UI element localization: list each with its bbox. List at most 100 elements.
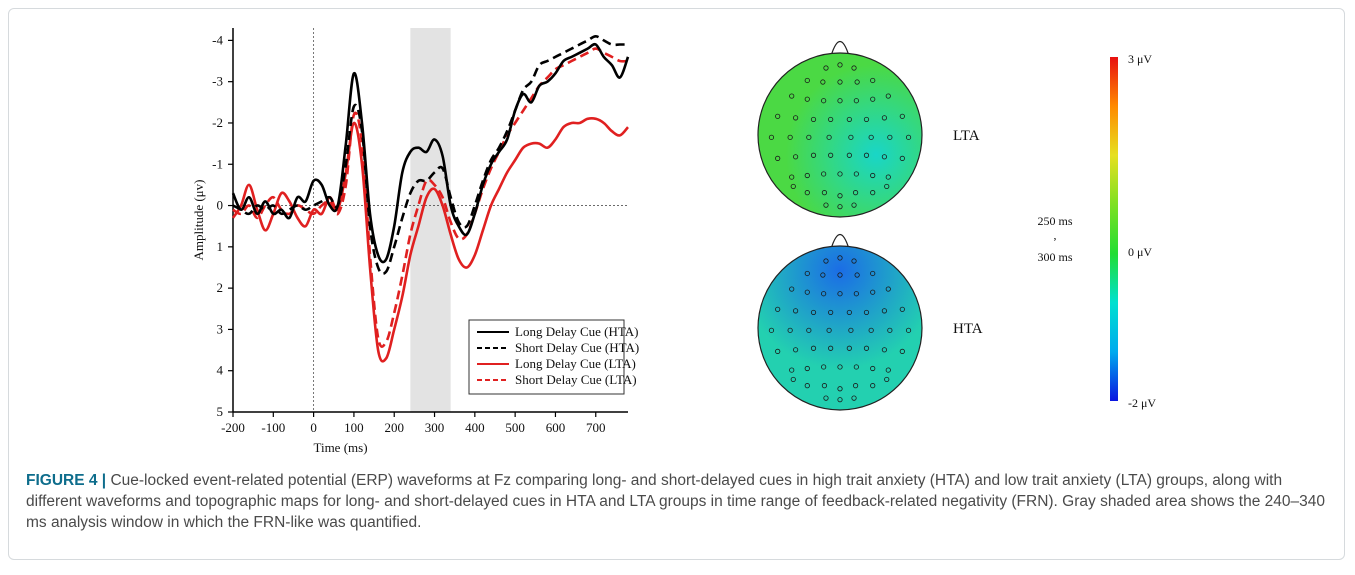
- electrode-marker: [885, 286, 891, 292]
- electrode-marker: [828, 345, 834, 351]
- electrode-marker: [868, 327, 874, 333]
- electrode-marker: [837, 291, 843, 297]
- x-tick-label: 700: [586, 420, 606, 435]
- electrode-marker: [887, 327, 893, 333]
- electrode-marker: [768, 327, 775, 333]
- electrode-marker: [905, 327, 912, 333]
- electrode-marker: [837, 272, 843, 278]
- electrode-marker: [899, 306, 905, 312]
- electrode-marker: [887, 134, 893, 140]
- caption-text: Cue-locked event-related potential (ERP)…: [26, 472, 1325, 531]
- electrode-marker: [853, 98, 859, 104]
- electrode-marker: [852, 383, 859, 389]
- electrode-marker: [870, 96, 876, 102]
- time-window-start: 250 ms: [1037, 214, 1072, 228]
- electrode-marker: [826, 327, 832, 333]
- series-line-long-delay-cue-lta: [231, 117, 629, 363]
- scalp-map-hta: [757, 245, 923, 411]
- electrode-marker: [810, 152, 817, 158]
- electrode-marker: [851, 395, 857, 401]
- y-tick-label: -4: [212, 32, 223, 47]
- electrode-marker: [828, 309, 834, 316]
- electrode-marker: [846, 116, 852, 123]
- y-tick-label: 2: [217, 280, 224, 295]
- y-tick-label: 0: [217, 198, 224, 213]
- electrode-marker: [804, 365, 810, 372]
- electrode-marker: [870, 77, 876, 84]
- electrode-marker: [828, 116, 834, 123]
- x-tick-label: 400: [465, 420, 485, 435]
- electrode-marker: [790, 376, 796, 383]
- electrode-marker: [823, 395, 829, 401]
- legend-label: Long Delay Cue (HTA): [515, 324, 639, 339]
- electrode-marker: [837, 204, 843, 210]
- electrode-marker: [821, 383, 828, 389]
- electrode-marker: [870, 383, 876, 389]
- electrode-marker: [789, 286, 795, 292]
- electrode-marker: [792, 115, 799, 121]
- legend-label: Short Delay Cue (HTA): [515, 340, 639, 355]
- electrode-marker: [804, 190, 810, 196]
- electrode-marker: [870, 270, 876, 277]
- electrode-marker: [792, 347, 799, 353]
- electrode-marker: [848, 134, 854, 140]
- figure-frame: [8, 8, 1345, 560]
- x-tick-label: 100: [344, 420, 364, 435]
- electrode-marker: [806, 327, 812, 333]
- electrode-marker: [837, 193, 843, 199]
- x-tick-label: 600: [546, 420, 566, 435]
- legend-label: Short Delay Cue (LTA): [515, 372, 637, 387]
- y-tick-label: -2: [212, 115, 223, 130]
- series-line-short-delay-cue-lta: [232, 47, 629, 348]
- electrode-marker: [885, 367, 891, 373]
- electrode-marker: [837, 79, 843, 85]
- electrode-marker: [851, 65, 857, 71]
- chart-legend: Long Delay Cue (HTA)Short Delay Cue (HTA…: [468, 319, 639, 395]
- time-window-end: 300 ms: [1037, 250, 1072, 264]
- x-tick-label: 0: [310, 420, 317, 435]
- electrode-marker: [851, 202, 857, 208]
- electrode-marker: [775, 306, 781, 312]
- electrode-marker: [821, 364, 827, 370]
- electrode-marker: [828, 152, 834, 158]
- topographic-maps: LTA HTA 250 ms, 300 ms 3 μV 0 μV -2 μV: [757, 40, 1156, 411]
- electrode-marker: [885, 93, 891, 99]
- electrode-marker: [881, 308, 888, 314]
- electrode-marker: [837, 364, 843, 370]
- electrode-marker: [820, 79, 826, 85]
- figure-caption: FIGURE 4 | Cue-locked event-related pote…: [26, 470, 1331, 533]
- electrode-marker: [863, 152, 870, 158]
- y-tick-label: -3: [212, 74, 223, 89]
- x-tick-label: -200: [221, 420, 245, 435]
- group-label-lta: LTA: [953, 128, 980, 144]
- x-tick-label: -100: [261, 420, 285, 435]
- colorbar-max-label: 3 μV: [1128, 52, 1152, 66]
- electrode-marker: [853, 171, 859, 177]
- electrode-marker: [881, 115, 888, 121]
- electrode-marker: [804, 172, 810, 179]
- electrode-marker: [881, 347, 888, 353]
- electrode-marker: [806, 134, 812, 140]
- electrode-marker: [804, 270, 810, 277]
- electrode-marker: [885, 174, 891, 180]
- colorbar: [1110, 57, 1118, 401]
- electrode-marker: [870, 190, 876, 196]
- electrode-marker: [852, 190, 859, 196]
- electrode-marker: [826, 134, 832, 140]
- electrode-marker: [790, 183, 796, 190]
- x-axis-label: Time (ms): [313, 440, 367, 455]
- electrode-marker: [868, 134, 874, 140]
- electrode-marker: [870, 365, 876, 372]
- electrode-marker: [821, 98, 827, 104]
- colorbar-mid-label: 0 μV: [1128, 245, 1152, 259]
- electrode-marker: [837, 386, 843, 392]
- x-tick-label: 200: [384, 420, 404, 435]
- electrode-marker: [775, 348, 781, 354]
- electrode-marker: [804, 77, 810, 84]
- electrode-marker: [837, 171, 843, 177]
- y-tick-label: 5: [217, 404, 224, 419]
- electrode-marker: [884, 183, 890, 190]
- electrode-marker: [810, 309, 817, 316]
- time-window-sep: ,: [1054, 228, 1057, 242]
- y-tick-label: -1: [212, 156, 223, 171]
